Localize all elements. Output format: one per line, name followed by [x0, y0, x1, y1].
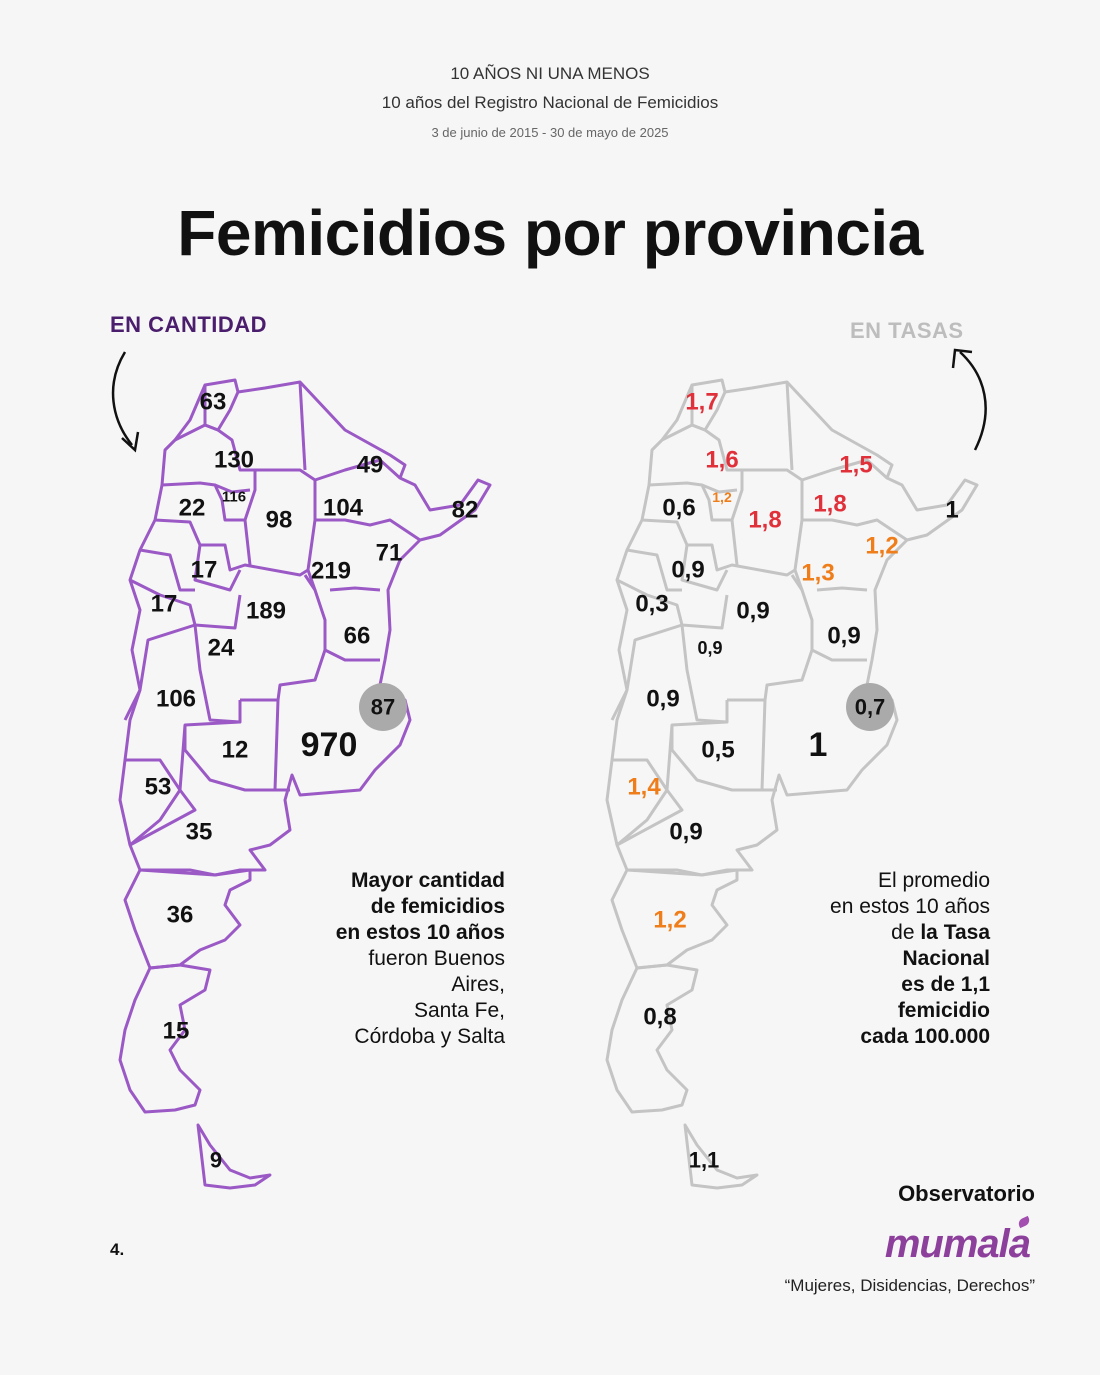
- brand-logo: mumala: [884, 1222, 1031, 1266]
- page-number: 4.: [110, 1240, 125, 1259]
- left-label-salta: 130: [214, 447, 254, 474]
- left-map: [118, 378, 492, 1190]
- right-label-jujuy: 1,7: [685, 389, 718, 416]
- header-line-2: 10 años del Registro Nacional de Femicid…: [381, 93, 719, 112]
- right-label-mendoza: 0,9: [646, 686, 679, 713]
- note-line-7: cada 100.000: [860, 1025, 990, 1048]
- right-label-santafe: 1,3: [801, 560, 834, 587]
- right-label-buenosaires: 1: [809, 726, 828, 764]
- page-title: Femicidios por provincia: [177, 197, 923, 269]
- note-line-3b: la Tasa: [920, 921, 990, 944]
- left-label-tdf: 9: [210, 1148, 222, 1173]
- note-rest-3: Santa Fe,: [413, 999, 505, 1022]
- left-label-mendoza: 106: [156, 686, 196, 713]
- left-label-lapampa: 12: [222, 737, 249, 764]
- right-label-corrientes: 1,2: [865, 533, 898, 560]
- left-map-labels: 63 130 116 22 98 49 104 82 17 17 219 71 189 66 24 106 87…: [145, 389, 479, 1173]
- right-label-cordoba: 0,9: [736, 598, 769, 625]
- left-map-note: Mayor cantidad de femicidios en estos 10…: [280, 868, 505, 1050]
- left-label-santafe: 219: [311, 558, 351, 585]
- arrow-right-head: [951, 348, 973, 369]
- left-label-tucuman: 116: [222, 489, 246, 506]
- header-dates: 3 de junio de 2015 - 30 de mayo de 2025: [431, 125, 669, 140]
- right-map-note: El promedio en estos 10 años de la Tasa …: [760, 868, 990, 1050]
- right-label-rionegro: 0,9: [669, 819, 702, 846]
- left-label-entrerios: 66: [344, 623, 371, 650]
- right-label-tdf: 1,1: [689, 1148, 720, 1173]
- left-label-buenosaires: 970: [301, 726, 358, 764]
- note-line-4: Nacional: [902, 947, 990, 970]
- note-line-2: en estos 10 años: [830, 895, 990, 918]
- note-bold-3: en estos 10 años: [335, 921, 505, 944]
- right-map-labels: 1,71,61,20,6 1,81,51,8 10,90,31,31,20,90,9…: [627, 389, 958, 1173]
- note-line-3a: de: [891, 921, 921, 944]
- arrow-right: [959, 351, 987, 451]
- arrow-left: [111, 351, 133, 446]
- left-label-chubut: 36: [167, 902, 194, 929]
- note-rest-1: fueron Buenos: [368, 947, 505, 970]
- note-bold-1: Mayor cantidad: [350, 869, 505, 892]
- right-label-caba: 0,7: [855, 695, 886, 720]
- right-label-formosa: 1,5: [839, 452, 872, 479]
- left-label-corrientes: 71: [376, 540, 403, 567]
- left-label-formosa: 49: [357, 452, 384, 479]
- left-label-larioja: 17: [191, 557, 218, 584]
- note-rest-4: Córdoba y Salta: [354, 1025, 505, 1048]
- right-label-santacruz: 0,8: [643, 1004, 676, 1031]
- right-label-misiones: 1: [945, 497, 958, 524]
- right-map-heading: EN TASAS: [850, 318, 964, 343]
- caba-circle-left: [359, 683, 407, 731]
- right-label-tucuman: 1,2: [712, 489, 732, 505]
- note-line-6: femicidio: [897, 999, 990, 1022]
- note-rest-2: Aires,: [451, 973, 505, 996]
- left-label-sanluis: 24: [208, 635, 235, 662]
- left-label-caba: 87: [371, 695, 395, 720]
- tagline: “Mujeres, Disidencias, Derechos”: [784, 1276, 1035, 1295]
- right-label-larioja: 0,9: [671, 557, 704, 584]
- left-label-santiago: 98: [266, 507, 293, 534]
- left-label-jujuy: 63: [200, 389, 227, 416]
- right-label-chubut: 1,2: [653, 907, 686, 934]
- right-label-sanluis: 0,9: [697, 638, 722, 658]
- right-label-chaco: 1,8: [813, 491, 846, 518]
- note-line-1: El promedio: [877, 869, 990, 892]
- left-label-cordoba: 189: [246, 598, 286, 625]
- left-label-catamarca: 22: [179, 495, 206, 522]
- note-line-5: es de 1,1: [901, 973, 990, 996]
- left-map-heading: EN CANTIDAD: [110, 312, 268, 337]
- right-label-lapampa: 0,5: [701, 737, 734, 764]
- right-label-entrerios: 0,9: [827, 623, 860, 650]
- right-label-salta: 1,6: [705, 447, 738, 474]
- caba-circle-right: [846, 683, 894, 731]
- right-label-catamarca: 0,6: [662, 495, 695, 522]
- header-line-1: 10 AÑOS NI UNA MENOS: [450, 64, 650, 83]
- observatorio-label: Observatorio: [898, 1181, 1035, 1206]
- right-label-santiago: 1,8: [748, 507, 781, 534]
- right-label-neuquen: 1,4: [627, 774, 661, 801]
- left-label-neuquen: 53: [145, 774, 172, 801]
- right-label-sanjuan: 0,3: [635, 591, 668, 618]
- note-bold-2: de femicidios: [370, 895, 505, 918]
- left-label-sanjuan: 17: [151, 591, 178, 618]
- left-label-misiones: 82: [452, 497, 479, 524]
- left-label-rionegro: 35: [186, 819, 213, 846]
- left-label-santacruz: 15: [163, 1018, 190, 1045]
- left-label-chaco: 104: [323, 495, 364, 522]
- arrow-left-head: [121, 431, 140, 453]
